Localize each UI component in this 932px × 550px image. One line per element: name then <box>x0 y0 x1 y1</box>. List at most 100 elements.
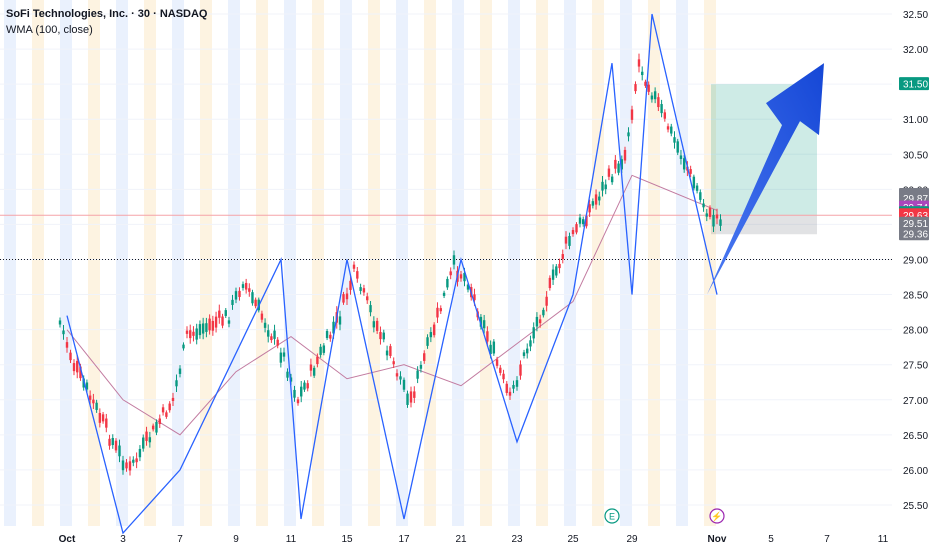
candle-body <box>279 352 283 363</box>
candle-body <box>637 59 641 67</box>
candle-body <box>192 331 195 336</box>
zigzag-line <box>66 13 718 535</box>
session-band <box>144 0 156 526</box>
candle-body <box>399 376 402 380</box>
price-tick-label: 32.50 <box>903 10 928 21</box>
candle-body <box>660 104 663 114</box>
candle-body <box>489 344 492 355</box>
candle-body <box>362 288 366 293</box>
candle-body <box>244 282 248 290</box>
event-marker <box>709 508 725 524</box>
indicator-label[interactable]: WMA (100, close) <box>6 24 93 36</box>
session-band <box>396 0 408 526</box>
candle-body <box>512 384 515 389</box>
session-band <box>592 0 604 526</box>
candle-body <box>319 346 322 355</box>
time-tick-label: 15 <box>341 534 353 545</box>
candle-body <box>108 438 111 446</box>
candle-body <box>98 413 102 423</box>
zigzag-pattern <box>66 13 718 535</box>
candle-body <box>564 236 568 244</box>
candle-body <box>263 322 267 328</box>
price-tick-label: 29.00 <box>903 255 928 266</box>
price-badge-label: 29.63 <box>903 211 928 222</box>
candle-body <box>466 284 470 290</box>
candle-body <box>62 330 65 335</box>
candle-body <box>316 356 319 365</box>
candle-body <box>234 291 238 300</box>
candle-body <box>198 324 202 336</box>
candle-body <box>644 81 647 86</box>
price-tick-label: 25.50 <box>903 501 928 512</box>
candle-body <box>529 340 532 347</box>
candle-body <box>395 373 399 377</box>
candle-body <box>273 330 276 339</box>
price-badge-label: 29.87 <box>903 194 928 205</box>
session-band <box>312 0 324 526</box>
session-band <box>368 0 380 526</box>
price-badge <box>899 77 929 91</box>
candle-body <box>571 230 575 235</box>
candle-body <box>419 364 423 369</box>
candle-body <box>486 331 489 342</box>
candle-body <box>650 95 654 100</box>
candle-body <box>325 330 329 339</box>
candle-body <box>382 332 385 340</box>
candle-body <box>439 308 442 312</box>
candle-body <box>224 310 227 316</box>
price-badge-label: 29.51 <box>903 219 928 230</box>
session-band <box>200 0 212 526</box>
candle-body <box>463 272 466 282</box>
candle-body <box>182 344 185 349</box>
candle-body <box>251 292 254 304</box>
candle-body <box>413 391 416 398</box>
candle-body <box>155 421 158 433</box>
candle-body <box>303 382 306 390</box>
candle-body <box>551 269 555 280</box>
price-tick-label: 27.50 <box>903 361 928 372</box>
candle-body <box>402 379 406 390</box>
candle-body <box>542 309 545 316</box>
candle-body <box>372 321 376 328</box>
candle-body <box>227 320 231 324</box>
candle-body <box>195 328 198 340</box>
session-band <box>88 0 100 526</box>
event-markers: E ⚡ <box>604 508 725 524</box>
candle-body <box>161 407 165 413</box>
time-tick-label: 7 <box>177 534 183 545</box>
candle-body <box>241 284 245 288</box>
price-tick-label: 28.50 <box>903 291 928 302</box>
candle-body <box>58 320 62 325</box>
candle-body <box>423 353 426 361</box>
candle-body <box>111 437 114 446</box>
candle-body <box>312 367 316 376</box>
price-badge-label: 31.50 <box>903 80 928 91</box>
candle-body <box>673 137 676 143</box>
candle-body <box>276 339 279 346</box>
price-badge-label: 29.36 <box>903 230 928 241</box>
candle-body <box>627 132 630 137</box>
candle-body <box>666 126 670 130</box>
candle-body <box>118 445 121 457</box>
candle-body <box>69 352 72 361</box>
candle-body <box>670 126 673 134</box>
wma-line <box>66 174 718 436</box>
price-tick-label: 30.50 <box>903 150 928 161</box>
symbol-title[interactable]: SoFi Technologies, Inc. · 30 · NASDAQ <box>6 8 208 20</box>
event-marker-label: E <box>609 512 615 522</box>
price-badge <box>899 227 929 241</box>
candle-body <box>125 462 128 469</box>
event-marker <box>604 508 620 524</box>
candle-body <box>623 149 627 161</box>
candle-body <box>171 397 175 401</box>
session-band <box>116 0 128 526</box>
candle-body <box>189 330 192 339</box>
session-band <box>564 0 576 526</box>
candle-body <box>282 352 286 357</box>
session-band <box>508 0 520 526</box>
session-band <box>4 0 16 526</box>
candle-body <box>105 418 108 428</box>
candle-body <box>121 460 125 471</box>
